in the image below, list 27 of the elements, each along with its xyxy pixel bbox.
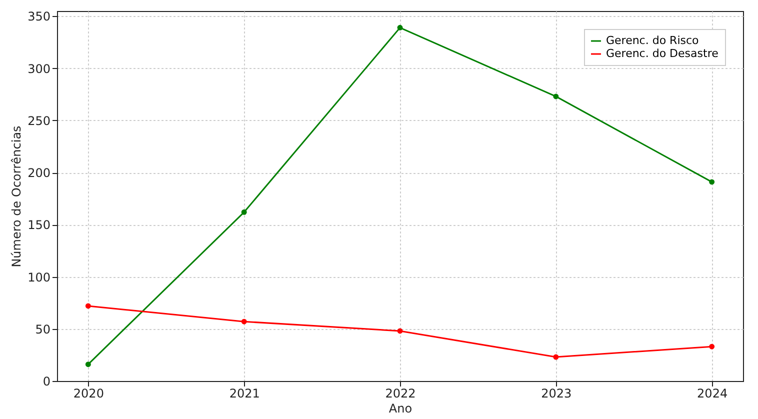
y-tick-label: 250 [28, 114, 50, 128]
y-axis-title: Número de Ocorrências [10, 126, 24, 268]
x-tick-label: 2022 [385, 386, 416, 400]
point [709, 344, 715, 350]
y-tick-label: 300 [28, 62, 50, 76]
y-tick-label: 200 [28, 166, 50, 180]
x-tick-label: 2024 [697, 386, 728, 400]
point [85, 303, 91, 309]
legend-label: Gerenc. do Desastre [606, 47, 719, 60]
x-tick-label: 2020 [73, 386, 104, 400]
x-tick-label: 2021 [229, 386, 260, 400]
point [553, 94, 559, 100]
point [553, 354, 559, 360]
x-tick-label: 2023 [541, 386, 572, 400]
point [397, 24, 403, 30]
y-tick-label: 350 [28, 10, 50, 24]
y-tick-label: 150 [28, 218, 50, 232]
y-tick-label: 50 [35, 322, 50, 336]
point [85, 362, 91, 368]
x-axis-title: Ano [388, 402, 412, 416]
point [709, 179, 715, 185]
point [241, 209, 247, 215]
y-tick-label: 100 [28, 270, 50, 284]
point [397, 328, 403, 334]
y-tick-label: 0 [42, 374, 50, 388]
legend-label: Gerenc. do Risco [606, 34, 700, 47]
point [241, 318, 247, 324]
